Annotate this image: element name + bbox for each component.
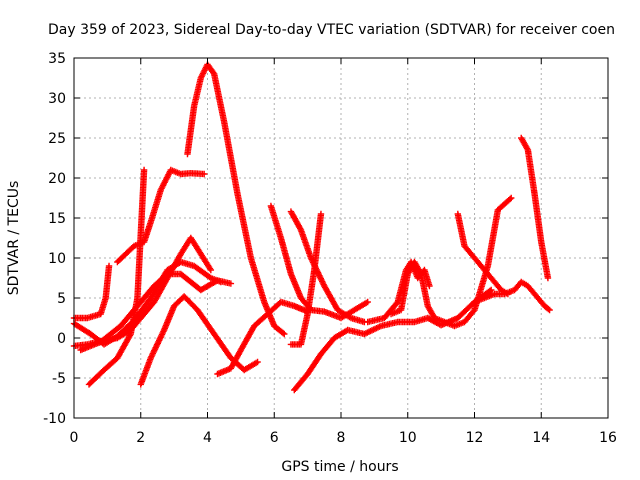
data-points [70, 61, 553, 394]
data-point [227, 280, 235, 287]
data-point [217, 278, 225, 286]
data-marker [210, 69, 217, 76]
series-arc17 [471, 278, 553, 314]
series-arc8 [184, 61, 288, 338]
data-point [254, 358, 261, 366]
y-tick-label: 5 [57, 291, 66, 307]
data-marker [279, 329, 287, 337]
y-axis-label: SDTVAR / TECUs [6, 181, 22, 296]
x-tick-label: 0 [70, 430, 79, 446]
series-arc7 [137, 293, 261, 388]
series-arc13 [291, 286, 495, 394]
x-axis-label: GPS time / hours [281, 459, 398, 475]
data-marker [126, 332, 134, 339]
y-tick-label: 0 [57, 331, 66, 347]
data-point [544, 274, 552, 282]
y-tick-label: 35 [48, 51, 66, 67]
y-tick-label: -5 [52, 371, 66, 387]
chart-title: Day 359 of 2023, Sidereal Day-to-day VTE… [48, 22, 615, 38]
series-arc5 [85, 166, 148, 388]
y-tick-label: 25 [48, 131, 66, 147]
x-tick-label: 10 [399, 430, 417, 446]
x-tick-label: 14 [532, 430, 550, 446]
x-tick-label: 16 [599, 430, 617, 446]
data-point [364, 298, 371, 306]
y-tick-label: 10 [48, 251, 66, 267]
axis-ticks: 0 2 4 6 8 10 12 14 16 -10 -5 0 5 10 15 20 25 30 35 [43, 51, 617, 446]
x-tick-label: 4 [203, 430, 212, 446]
data-marker [506, 195, 514, 203]
data-point [281, 330, 288, 338]
x-tick-label: 2 [136, 430, 145, 446]
data-point [140, 166, 148, 174]
x-tick-label: 8 [337, 430, 346, 446]
data-point [207, 266, 215, 274]
y-tick-label: 20 [48, 171, 66, 187]
series-arc12 [287, 210, 325, 348]
data-marker [545, 305, 552, 313]
data-point [105, 262, 113, 270]
data-point [426, 282, 433, 290]
data-point [317, 210, 325, 218]
data-point [200, 170, 208, 178]
series-arc18 [518, 134, 552, 282]
data-point [508, 194, 515, 202]
x-tick-label: 12 [466, 430, 484, 446]
series-arc10 [267, 202, 371, 322]
data-point [546, 306, 553, 314]
series-arc6 [114, 166, 208, 266]
data-marker [296, 225, 304, 232]
series-arc4 [70, 262, 113, 322]
series-arc2 [70, 258, 225, 348]
y-tick-label: 15 [48, 211, 66, 227]
y-tick-label: -10 [43, 411, 66, 427]
series-arc15 [387, 194, 515, 330]
x-tick-label: 6 [270, 430, 279, 446]
series-arc9 [214, 298, 311, 378]
y-tick-label: 30 [48, 91, 66, 107]
grid [74, 58, 608, 418]
